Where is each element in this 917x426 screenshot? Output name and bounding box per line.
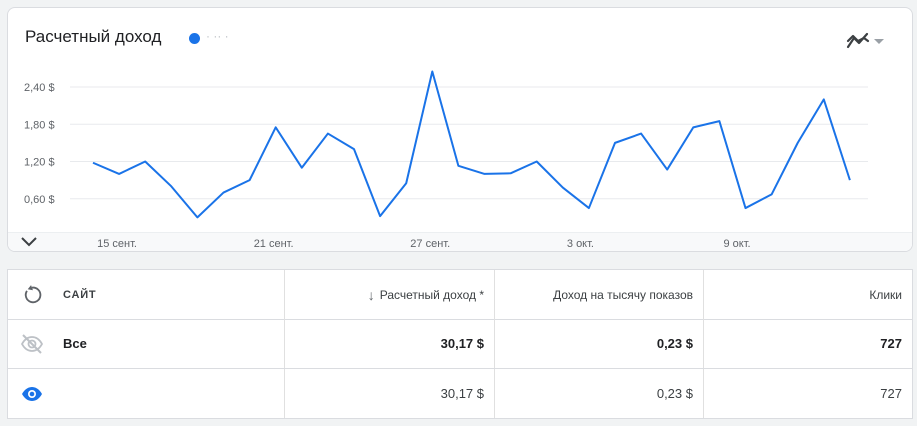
column-header-revenue[interactable]: ↓ Расчетный доход *: [284, 270, 494, 319]
table-row: Все 30,17 $ 0,23 $ 727: [8, 319, 912, 369]
line-chart-icon: [846, 32, 870, 49]
table-header-row: САЙТ ↓ Расчетный доход * Доход на тысячу…: [8, 270, 912, 320]
clicks-value: 727: [703, 369, 912, 418]
expand-chart-button[interactable]: [18, 233, 40, 251]
column-header-clicks[interactable]: Клики: [703, 270, 912, 319]
chevron-down-icon: [21, 237, 37, 247]
revenue-chart-card: Расчетный доход · ·· · 0,60 $ 1,20 $ 1,80 …: [7, 7, 913, 252]
sites-table: САЙТ ↓ Расчетный доход * Доход на тысячу…: [7, 269, 913, 419]
toggle-visibility-button[interactable]: [8, 319, 56, 368]
y-tick-label: 1,20 $: [24, 157, 55, 169]
reset-button[interactable]: [8, 270, 56, 319]
chart-title: Расчетный доход: [25, 27, 162, 46]
x-tick-label: 21 сент.: [254, 238, 294, 250]
legend-series-name: · ·· ·: [206, 29, 229, 43]
x-axis-bar: [8, 232, 912, 251]
rpm-value: 0,23 $: [494, 369, 703, 418]
x-tick-label: 9 окт.: [724, 238, 751, 250]
chart-type-selector[interactable]: [846, 28, 894, 54]
legend-swatch: [189, 33, 200, 44]
visibility-icon: [22, 386, 42, 401]
line-chart: 0,60 $ 1,20 $ 1,80 $ 2,40 $: [24, 70, 868, 219]
x-axis-labels: 15 сент. 21 сент. 27 сент. 3 окт. 9 окт.: [97, 238, 751, 250]
x-tick-label: 27 сент.: [410, 238, 450, 250]
table-row: 30,17 $ 0,23 $ 727: [8, 369, 912, 418]
y-tick-label: 0,60 $: [24, 194, 55, 206]
revenue-value: 30,17 $: [284, 319, 494, 368]
rpm-value: 0,23 $: [494, 319, 703, 368]
y-tick-label: 1,80 $: [24, 119, 55, 131]
x-tick-label: 15 сент.: [97, 238, 137, 250]
series-line: [92, 70, 851, 219]
column-header-site[interactable]: САЙТ: [63, 288, 97, 301]
arrow-drop-down-icon: [874, 39, 884, 44]
y-tick-label: 2,40 $: [24, 82, 55, 94]
refresh-icon: [24, 284, 42, 303]
sort-desc-icon: ↓: [367, 286, 375, 303]
column-header-rpm[interactable]: Доход на тысячу показов: [494, 270, 703, 319]
toggle-visibility-button[interactable]: [8, 369, 56, 418]
visibility-off-icon: [20, 333, 44, 354]
column-header-revenue-label: Расчетный доход *: [379, 287, 484, 302]
revenue-value: 30,17 $: [284, 369, 494, 418]
x-tick-label: 3 окт.: [567, 238, 594, 250]
clicks-value: 727: [703, 319, 912, 368]
site-name: Все: [63, 336, 87, 351]
site-name: [56, 369, 284, 418]
